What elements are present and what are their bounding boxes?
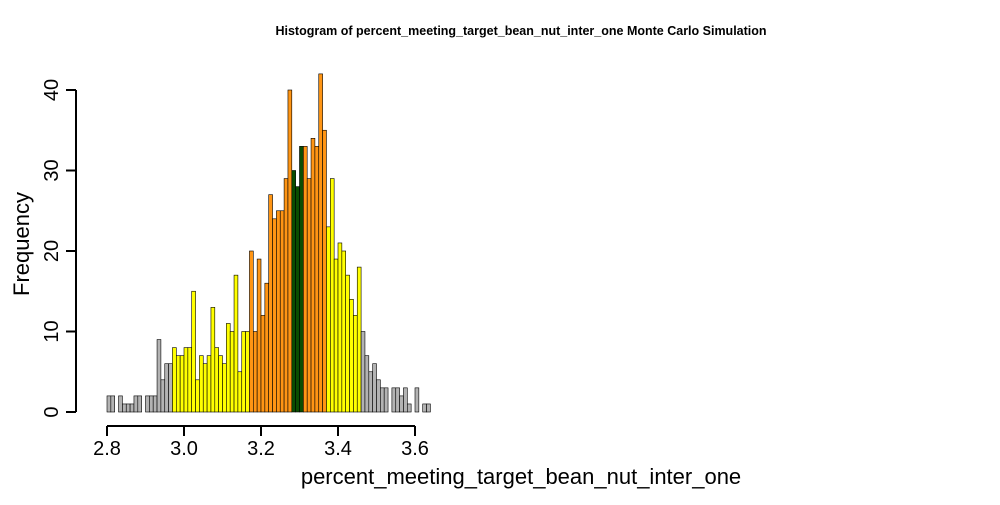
histogram-bar — [341, 250, 347, 413]
histogram-bar — [299, 146, 304, 413]
histogram-bar — [383, 387, 389, 413]
histogram-bar — [129, 403, 135, 413]
x-tick-label: 3.6 — [401, 438, 429, 460]
histogram-bar — [245, 331, 250, 413]
axes-group: 2.8 3.0 3.2 3.4 3.6 0 10 20 30 40 — [41, 79, 429, 460]
histogram-bar — [133, 395, 139, 413]
histogram-bar — [368, 371, 373, 413]
x-tick-label: 2.8 — [93, 438, 121, 460]
histogram-bar — [229, 331, 235, 413]
histogram-bar — [314, 146, 320, 413]
histogram-bar — [183, 347, 189, 413]
histogram-bar — [329, 178, 335, 413]
histogram-bar — [272, 218, 277, 413]
histogram-bar — [137, 395, 142, 413]
histogram-bar — [152, 395, 158, 413]
histogram-bar — [376, 379, 381, 413]
histogram-bar — [172, 347, 177, 413]
histogram-bar — [187, 347, 193, 413]
histogram-bar — [360, 331, 366, 413]
histogram-bar — [322, 129, 327, 413]
histogram-bar — [326, 226, 331, 413]
histogram-bar — [414, 387, 420, 413]
histogram-bar — [276, 210, 281, 413]
histogram-bar — [306, 178, 312, 413]
y-tick-label: 0 — [41, 406, 63, 417]
histogram-bar — [110, 395, 115, 413]
histogram-bar — [210, 307, 216, 413]
histogram-bar — [283, 178, 289, 413]
x-tick-label: 3.2 — [247, 438, 275, 460]
histogram-bar — [125, 403, 131, 413]
histogram-bar — [226, 323, 231, 413]
histogram-bar — [145, 395, 150, 413]
histogram-bar — [214, 347, 219, 413]
histogram-bar — [291, 170, 296, 413]
histogram-bar — [264, 282, 270, 413]
chart-title: Histogram of percent_meeting_target_bean… — [275, 24, 766, 38]
histogram-bar — [168, 363, 173, 413]
histogram-bar — [179, 355, 185, 413]
x-tick-label: 3.4 — [324, 438, 352, 460]
histogram-bar — [364, 355, 370, 413]
histogram-bar — [391, 387, 397, 413]
histogram-bar — [279, 210, 285, 413]
histogram-bar — [253, 331, 258, 413]
histogram-bar — [353, 315, 358, 413]
histogram-bar — [149, 395, 154, 413]
histogram-bar — [318, 73, 323, 413]
histogram-bar — [249, 250, 254, 413]
histogram-bar — [118, 395, 123, 413]
histogram-bar — [403, 387, 408, 413]
histogram-bar — [372, 363, 377, 413]
bars-group — [106, 73, 431, 413]
histogram-bar — [399, 395, 404, 413]
histogram-bar — [349, 298, 354, 413]
histogram-bar — [156, 339, 162, 413]
histogram-bar — [333, 258, 339, 413]
histogram-bar — [160, 379, 166, 413]
histogram-bar — [237, 371, 243, 413]
histogram-bar — [218, 355, 223, 413]
histogram-bar — [303, 146, 308, 413]
histogram-bar — [287, 89, 293, 413]
histogram-bar — [295, 186, 300, 413]
histogram-bar — [345, 274, 350, 413]
histogram-bar — [406, 403, 412, 413]
x-axis-label: percent_meeting_target_bean_nut_inter_on… — [301, 464, 741, 489]
histogram-bar — [206, 355, 212, 413]
y-tick-label: 20 — [41, 240, 63, 262]
histogram-bar — [241, 331, 246, 413]
histogram-bar — [380, 387, 385, 413]
histogram-bar — [256, 258, 262, 413]
histogram-bar — [164, 363, 169, 413]
histogram-bar — [176, 355, 181, 413]
y-axis-label: Frequency — [9, 192, 34, 296]
x-tick-label: 3.0 — [170, 438, 198, 460]
histogram-bar — [202, 363, 208, 413]
histogram-bar — [199, 355, 204, 413]
histogram-bar — [233, 274, 239, 413]
histogram-bar — [122, 403, 127, 413]
y-tick-label: 40 — [41, 79, 63, 101]
histogram-bar — [337, 242, 343, 413]
y-tick-label: 30 — [41, 159, 63, 181]
y-tick-label: 10 — [41, 320, 63, 342]
histogram-bar — [426, 403, 431, 413]
histogram-bar — [222, 363, 227, 413]
histogram-bar — [260, 315, 266, 413]
histogram-bar — [356, 266, 362, 413]
histogram-bar — [422, 403, 427, 413]
histogram-bar — [106, 395, 112, 413]
histogram-bar — [195, 379, 200, 413]
histogram-bar — [395, 387, 400, 413]
histogram-bar — [191, 290, 196, 413]
histogram-bar — [268, 194, 273, 413]
histogram-bar — [310, 138, 316, 413]
